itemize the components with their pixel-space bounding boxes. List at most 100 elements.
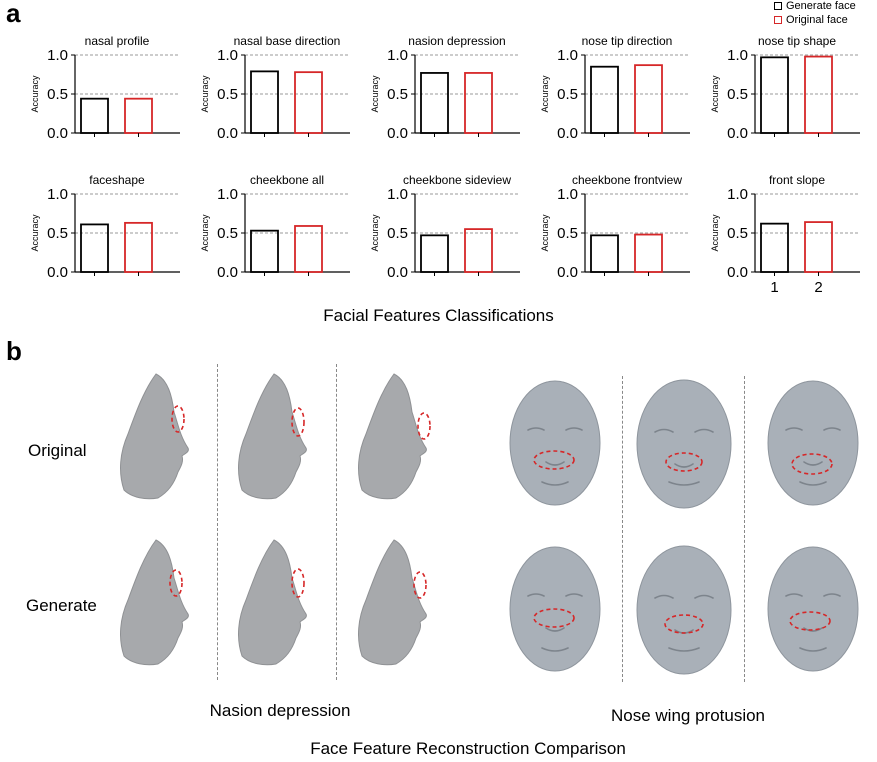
- subplot-2-bar-generate: [250, 70, 279, 134]
- subplot-1-ytick-label-1: 0.5: [47, 86, 68, 103]
- subplot-10-bar-original: [804, 221, 833, 273]
- front-face-generate-3: [767, 546, 859, 672]
- divider-1: [217, 364, 218, 680]
- subplot-3-title: nasion depression: [408, 34, 505, 48]
- subplot-2-bar-original: [294, 71, 323, 134]
- subplot-9-title: cheekbone frontview: [572, 173, 682, 187]
- subplot-4-bar-generate: [590, 65, 619, 134]
- subplot-9-bar-generate: [590, 234, 619, 273]
- panel-a-caption: Facial Features Classifications: [323, 306, 554, 325]
- subplot-3-bar-original: [464, 72, 493, 134]
- subplot-1-bar-generate: [80, 97, 109, 134]
- legend-swatch-generate: [774, 2, 782, 10]
- accuracy-bar-charts: 0.0 0.5 1.0 Accuracy nasal profile 0.0 0.5 1.0 A…: [30, 34, 860, 296]
- subplot-4-bar-original: [634, 64, 663, 134]
- subplot-6-ytick-label-0: 0.0: [47, 264, 68, 281]
- subplot-7-bar-generate: [250, 229, 279, 273]
- subplot-3-ytick-label-2: 1.0: [387, 47, 408, 64]
- subplot-9-ylabel: Accuracy: [540, 214, 550, 252]
- subplot-10-title: front slope: [769, 173, 825, 187]
- legend-swatch-original: [774, 16, 782, 24]
- subplot-5-title: nose tip shape: [758, 34, 836, 48]
- divider-4: [744, 376, 745, 682]
- profile-face-generate-3: [358, 539, 427, 666]
- subplot-10-xtick-label-0: 1: [770, 279, 778, 296]
- profile-face-generate-1: [120, 539, 189, 666]
- subplot-8-ytick-label-1: 0.5: [387, 225, 408, 242]
- divider-2: [336, 364, 337, 680]
- subplot-10-xtick-label-1: 2: [814, 279, 822, 296]
- subplot-9-ytick-label-1: 0.5: [557, 225, 578, 242]
- profile-face-original-2: [238, 373, 307, 500]
- subplot-9-ytick-label-2: 1.0: [557, 186, 578, 203]
- subplot-7-title: cheekbone all: [250, 173, 324, 187]
- subplot-1-title: nasal profile: [85, 34, 150, 48]
- subplot-2-ytick-label-0: 0.0: [217, 125, 238, 142]
- profile-face-generate-2: [238, 539, 307, 666]
- subplot-6-bar-original: [124, 221, 153, 273]
- subplot-7-ytick-label-0: 0.0: [217, 264, 238, 281]
- subplot-5-ytick-label-2: 1.0: [727, 47, 748, 64]
- subplot-5-ytick-label-1: 0.5: [727, 86, 748, 103]
- subplot-3-ylabel: Accuracy: [370, 75, 380, 113]
- subplot-6-title: faceshape: [89, 173, 145, 187]
- subplot-8-bar-generate: [420, 234, 449, 273]
- panel-a-label: a: [6, 0, 21, 28]
- subplot-3-ytick-label-0: 0.0: [387, 125, 408, 142]
- subplot-10-ylabel: Accuracy: [710, 214, 720, 252]
- subplot-2-ytick-label-1: 0.5: [217, 86, 238, 103]
- subplot-4-title: nose tip direction: [582, 34, 673, 48]
- group-label-nose-wing: Nose wing protusion: [610, 706, 766, 725]
- subplot-6-ylabel: Accuracy: [30, 214, 40, 252]
- subplot-5-bar-generate: [760, 56, 789, 134]
- subplot-7-ylabel: Accuracy: [200, 214, 210, 252]
- profile-face-original-3: [358, 373, 431, 500]
- subplot-9-ytick-label-0: 0.0: [557, 264, 578, 281]
- subplot-4-ytick-label-1: 0.5: [557, 86, 578, 103]
- subplot-6-ytick-label-1: 0.5: [47, 225, 68, 242]
- subplot-6-ytick-label-2: 1.0: [47, 186, 68, 203]
- front-face-original-1: [509, 380, 601, 506]
- legend-item-generate: Generate face: [774, 0, 856, 12]
- panel-b-caption: Face Feature Reconstruction Comparison: [310, 739, 626, 758]
- legend-label-original: Original face: [786, 14, 848, 26]
- group-label-nasion: Nasion depression: [209, 701, 351, 720]
- front-face-original-3: [767, 380, 859, 506]
- subplot-8-ytick-label-0: 0.0: [387, 264, 408, 281]
- subplot-3-bar-generate: [420, 72, 449, 134]
- subplot-4-ytick-label-2: 1.0: [557, 47, 578, 64]
- subplot-9-bar-original: [634, 233, 663, 273]
- front-face-generate-1: [509, 546, 601, 672]
- subplot-10-ytick-label-1: 0.5: [727, 225, 748, 242]
- legend-label-generate: Generate face: [786, 0, 856, 12]
- row-label-generate: Generate: [26, 596, 97, 615]
- legend-item-original: Original face: [774, 14, 856, 26]
- subplot-3-ytick-label-1: 0.5: [387, 86, 408, 103]
- subplot-1-ylabel: Accuracy: [30, 75, 40, 113]
- subplot-10-bar-generate: [760, 222, 789, 273]
- subplot-10-ytick-label-2: 1.0: [727, 186, 748, 203]
- subplot-10-ytick-label-0: 0.0: [727, 264, 748, 281]
- subplot-2-title: nasal base direction: [234, 34, 341, 48]
- front-face-original-2: [636, 379, 732, 509]
- panel-b-label: b: [6, 336, 22, 366]
- subplot-5-ytick-label-0: 0.0: [727, 125, 748, 142]
- subplot-1-ytick-label-0: 0.0: [47, 125, 68, 142]
- subplot-4-ytick-label-0: 0.0: [557, 125, 578, 142]
- subplot-8-ylabel: Accuracy: [370, 214, 380, 252]
- subplot-8-ytick-label-2: 1.0: [387, 186, 408, 203]
- subplot-4-ylabel: Accuracy: [540, 75, 550, 113]
- row-label-original: Original: [28, 441, 87, 460]
- divider-3: [622, 376, 623, 682]
- subplot-7-ytick-label-1: 0.5: [217, 225, 238, 242]
- front-face-generate-2: [636, 545, 732, 675]
- subplot-2-ylabel: Accuracy: [200, 75, 210, 113]
- subplot-8-bar-original: [464, 228, 493, 273]
- profile-face-original-1: [120, 373, 189, 500]
- subplot-5-ylabel: Accuracy: [710, 75, 720, 113]
- subplot-1-bar-original: [124, 97, 153, 134]
- subplot-8-title: cheekbone sideview: [403, 173, 511, 187]
- subplot-7-ytick-label-2: 1.0: [217, 186, 238, 203]
- subplot-5-bar-original: [804, 55, 833, 134]
- subplot-2-ytick-label-2: 1.0: [217, 47, 238, 64]
